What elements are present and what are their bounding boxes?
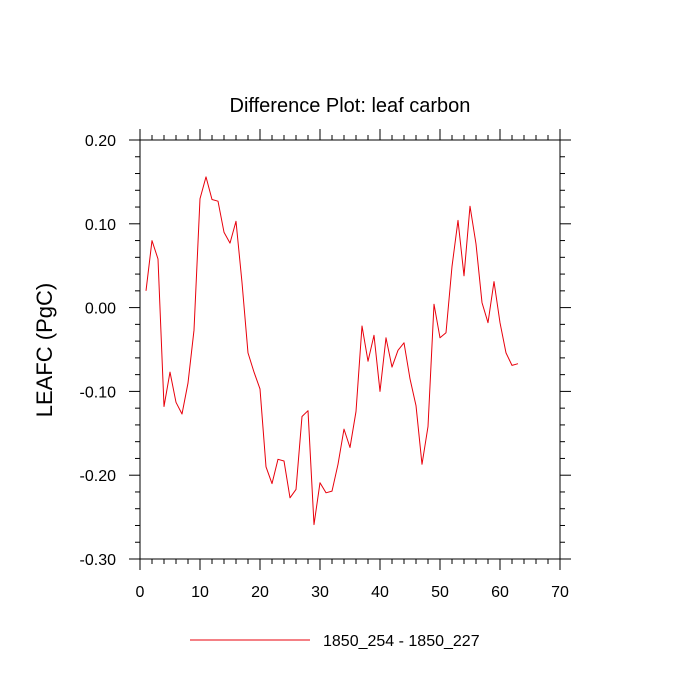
x-tick-label: 20 [251,584,269,601]
y-tick-label: 0.00 [85,301,116,318]
y-tick-label: -0.30 [80,552,117,569]
y-tick-label: -0.20 [80,468,117,485]
y-tick-label: -0.10 [80,384,117,401]
series-line [145,176,519,526]
y-tick-label: 0.10 [85,217,116,234]
x-tick-label: 30 [311,584,329,601]
x-tick-label: 60 [491,584,509,601]
y-tick-label: 0.20 [85,133,116,150]
chart-title: Difference Plot: leaf carbon [230,95,471,117]
legend-label: 1850_254 - 1850_227 [323,633,480,650]
plot-frame [139,139,561,560]
x-tick-label: 50 [431,584,449,601]
y-axis-label: LEAFC (PgC) [32,283,57,417]
x-tick-label: 0 [136,584,145,601]
x-tick-label: 10 [191,584,209,601]
x-tick-label: 40 [371,584,389,601]
x-tick-label: 70 [551,584,569,601]
